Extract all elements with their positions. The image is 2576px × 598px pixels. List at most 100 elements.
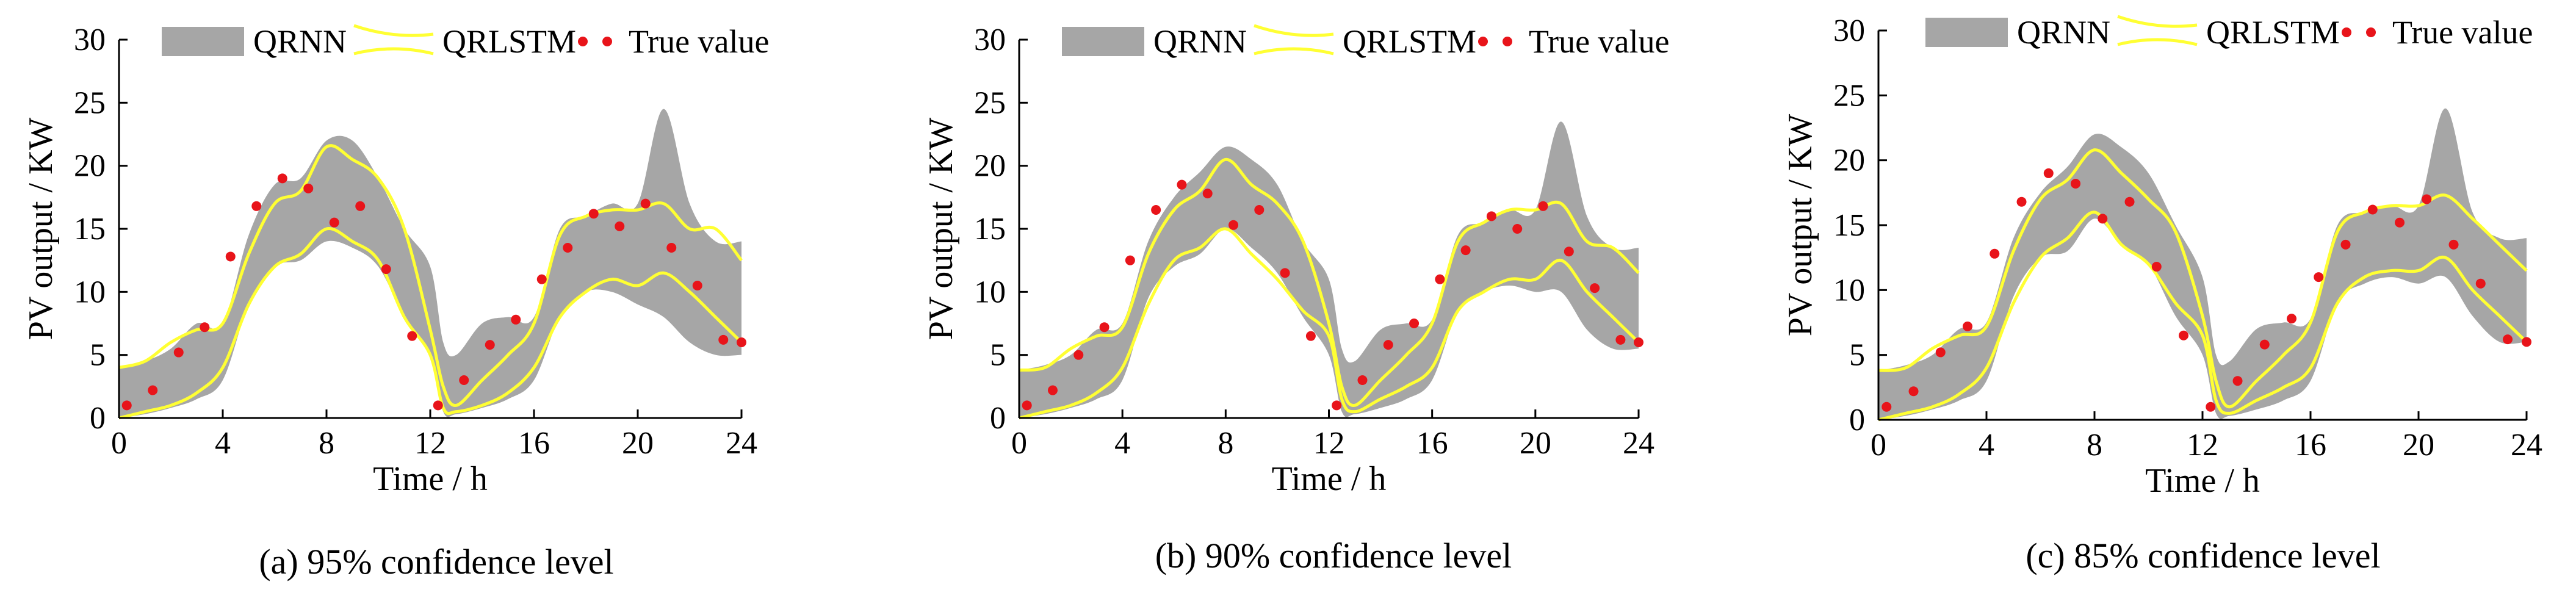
- legend-true-value-label: True value: [1529, 23, 1669, 60]
- true-value-point: [2367, 204, 2378, 215]
- y-tick-label: 0: [990, 401, 1006, 436]
- true-value-point: [2232, 376, 2243, 386]
- qrlstm-upper-line: [1878, 148, 2528, 409]
- true-value-point: [407, 331, 417, 341]
- true-value-point: [2422, 194, 2432, 204]
- x-tick-label: 24: [726, 426, 757, 461]
- true-value-point: [1634, 337, 1643, 347]
- true-value-point: [1460, 245, 1471, 256]
- legend-true-value-marker: [578, 37, 588, 46]
- x-tick-label: 16: [518, 426, 550, 461]
- true-value-point: [563, 243, 573, 253]
- true-value-point: [1305, 331, 1316, 341]
- true-value-point: [1486, 211, 1496, 222]
- y-tick-label: 25: [974, 85, 1006, 120]
- true-value-point: [2522, 337, 2531, 347]
- panel-caption: (a) 95% confidence level: [259, 542, 613, 582]
- true-value-point: [1512, 224, 1523, 234]
- true-value-point: [251, 201, 262, 211]
- y-axis-label: PV output / KW: [922, 118, 960, 340]
- true-value-point: [2043, 168, 2054, 178]
- legend: QRNN QRLSTM True value: [1062, 23, 1669, 60]
- x-axis-label: Time / h: [2145, 462, 2260, 500]
- legend-true-value-marker: [2366, 27, 2376, 37]
- legend-qrnn-label: QRNN: [1153, 23, 1247, 60]
- true-value-point: [329, 217, 339, 228]
- true-value-point: [2151, 262, 2162, 272]
- true-value-point: [1935, 347, 1946, 358]
- legend-true-value-marker: [1503, 37, 1512, 46]
- legend-qrlstm-upper-swatch: [2117, 15, 2198, 28]
- true-value-point: [459, 375, 469, 385]
- true-value-point: [355, 201, 366, 211]
- x-tick-label: 16: [2295, 428, 2326, 463]
- y-tick-label: 20: [1833, 143, 1865, 178]
- true-value-point: [2098, 214, 2108, 224]
- chart-panel-3: 0 4 8 12 16 20 24 0 5 10 15 20 25 30 Time / h PV output…: [1781, 13, 2542, 575]
- true-value-point: [1409, 319, 1420, 328]
- true-value-point: [1047, 385, 1058, 395]
- true-value-point: [1383, 340, 1393, 350]
- legend-qrnn-swatch: [1925, 18, 2008, 47]
- true-value-point: [1963, 321, 1973, 331]
- y-tick-label: 10: [1833, 273, 1865, 308]
- y-tick-label: 25: [74, 85, 106, 120]
- x-tick-label: 20: [1520, 426, 1551, 461]
- true-value-point: [2475, 278, 2486, 289]
- y-tick-label: 10: [74, 275, 106, 309]
- legend-qrlstm-upper-swatch: [353, 24, 434, 37]
- true-value-point: [692, 281, 702, 290]
- true-value-point: [1990, 248, 2000, 259]
- x-axis-label: Time / h: [1272, 460, 1387, 498]
- true-value-point: [511, 314, 521, 325]
- true-value-point: [303, 183, 314, 193]
- y-tick-label: 30: [74, 23, 106, 57]
- x-tick-label: 4: [1114, 426, 1130, 461]
- y-tick-label: 5: [90, 338, 106, 373]
- x-tick-label: 16: [1416, 426, 1448, 461]
- true-value-point: [1357, 375, 1368, 385]
- panel-caption: (c) 85% confidence level: [2026, 536, 2380, 575]
- panel-caption: (b) 90% confidence level: [1155, 536, 1512, 575]
- true-value-point: [200, 322, 210, 333]
- true-value-point: [148, 385, 158, 395]
- x-tick-label: 20: [2403, 428, 2434, 463]
- x-tick-label: 0: [111, 426, 127, 461]
- true-value-point: [2179, 330, 2189, 340]
- true-value-point: [2448, 239, 2459, 250]
- true-value-point: [1538, 201, 1548, 211]
- legend-qrnn-swatch: [162, 27, 244, 56]
- legend-qrlstm-upper-swatch: [1254, 24, 1334, 37]
- true-value-point: [2071, 178, 2081, 189]
- y-tick-label: 10: [974, 275, 1006, 309]
- x-tick-label: 24: [2511, 428, 2542, 463]
- true-value-point: [1125, 255, 1135, 265]
- x-axis-label: Time / h: [373, 460, 488, 498]
- x-tick-label: 4: [1979, 428, 1994, 463]
- legend-qrnn-label: QRNN: [253, 23, 347, 60]
- true-value-point: [536, 274, 547, 284]
- true-value-point: [225, 251, 236, 262]
- true-value-point: [2259, 339, 2270, 350]
- true-value-point: [1332, 400, 1342, 411]
- y-tick-label: 25: [1833, 78, 1865, 113]
- true-value-point: [1435, 274, 1445, 284]
- chart-panel-1: 0 4 8 12 16 20 24 0 5 10 15 20 25 30 Time / h PV output…: [22, 23, 769, 582]
- true-value-point: [1073, 350, 1084, 360]
- true-value-point: [121, 400, 132, 411]
- true-value-point: [1228, 220, 1239, 230]
- true-value-point: [2503, 334, 2513, 345]
- qrlstm-upper-line: [1019, 157, 1640, 407]
- y-tick-label: 20: [74, 149, 106, 184]
- true-value-point: [1254, 205, 1265, 215]
- true-value-point: [1022, 400, 1032, 411]
- true-value-point: [1615, 334, 1626, 345]
- true-value-point: [615, 221, 625, 231]
- true-value-point: [1177, 179, 1187, 190]
- y-tick-label: 15: [74, 212, 106, 247]
- legend-qrlstm-lower-swatch: [1254, 47, 1334, 56]
- legend-true-value-marker: [602, 37, 612, 46]
- x-tick-label: 12: [2187, 428, 2218, 463]
- true-value-point: [1564, 247, 1574, 257]
- qrlstm-lower-line: [118, 227, 743, 420]
